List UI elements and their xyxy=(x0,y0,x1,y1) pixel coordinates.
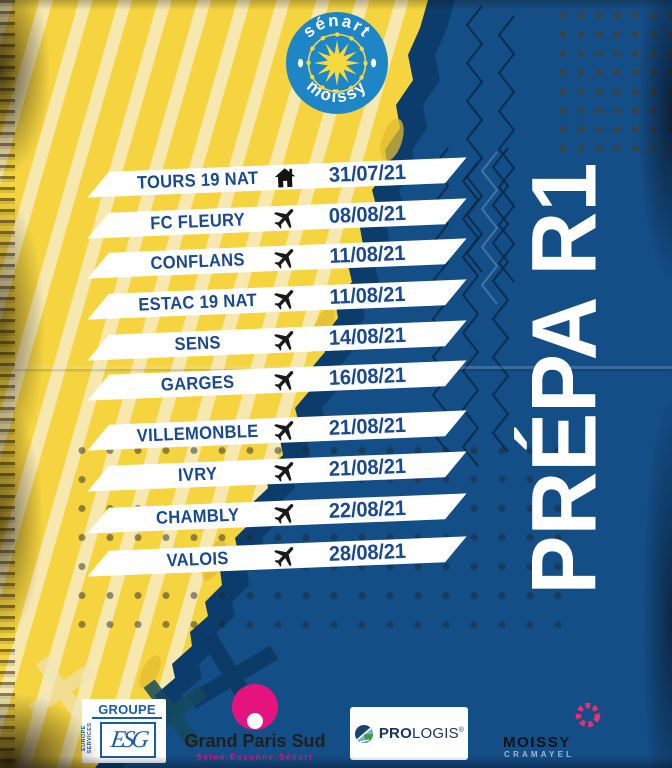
prologis-bold: PRO xyxy=(378,725,412,742)
prologis-registered-mark: ® xyxy=(458,727,465,734)
prologis-wordmark: PROLOGIS® xyxy=(379,725,464,742)
fixture-date: 21/08/21 xyxy=(328,413,407,440)
fixture-date: 11/08/21 xyxy=(329,282,406,309)
fixture-date: 28/08/21 xyxy=(328,539,407,566)
moissy-name: MOISSY xyxy=(503,734,571,751)
fixture-team: FC FLEURY xyxy=(149,209,246,234)
esg-vertical-label: EUROPE SERVICES xyxy=(81,722,93,754)
esg-monogram: ESG xyxy=(108,727,148,753)
sponsor-moissy-cramayel-logo: MOISSY CRAMAYEL xyxy=(497,698,613,762)
crest-side-dot-left xyxy=(297,58,304,68)
fixture-team: GARGES xyxy=(160,371,235,395)
fixture-team: ESTAC 19 NAT xyxy=(137,289,258,315)
gps-tagline: Seine-Essonne-Sénart xyxy=(196,753,314,762)
fixture-team: VALOIS xyxy=(166,547,230,571)
fixture-team: CONFLANS xyxy=(150,249,246,274)
home-icon xyxy=(274,167,296,187)
fixture-date: 21/08/21 xyxy=(328,454,407,481)
fixture-team: SENS xyxy=(174,332,222,355)
fixture-team: CHAMBLY xyxy=(155,504,240,528)
fixture-date: 16/08/21 xyxy=(328,363,407,390)
club-crest: sénart moissy xyxy=(286,11,388,114)
fixture-date: 22/08/21 xyxy=(328,496,407,523)
crest-side-dot-right xyxy=(370,58,377,68)
moissy-subtitle: CRAMAYEL xyxy=(504,750,575,759)
sponsor-prologis-logo: PROLOGIS® xyxy=(350,707,468,760)
gps-balloon-dot xyxy=(247,713,263,729)
fixture-date: 11/08/21 xyxy=(329,241,406,268)
gps-name: Grand Paris Sud xyxy=(184,731,326,751)
prologis-regular: LOGIS xyxy=(411,725,459,742)
gps-balloon-icon xyxy=(232,684,278,730)
competition-title: PRÉPA R1 xyxy=(498,148,632,608)
dot-grid-top-right xyxy=(550,2,672,164)
fixture-date: 31/07/21 xyxy=(328,160,407,187)
fixture-team: TOURS 19 NAT xyxy=(136,167,259,193)
competition-title-text: PRÉPA R1 xyxy=(513,162,616,594)
fixture-date: 14/08/21 xyxy=(328,323,407,350)
moissy-swirl-icon xyxy=(575,702,601,728)
sponsor-grand-paris-sud-logo: Grand Paris Sud Seine-Essonne-Sénart xyxy=(148,684,362,762)
fixture-team: IVRY xyxy=(177,463,218,485)
fixture-date: 08/08/21 xyxy=(328,201,407,228)
fixture-team: VILLEMONBLE xyxy=(136,420,259,446)
prologis-globe-icon xyxy=(354,724,373,743)
